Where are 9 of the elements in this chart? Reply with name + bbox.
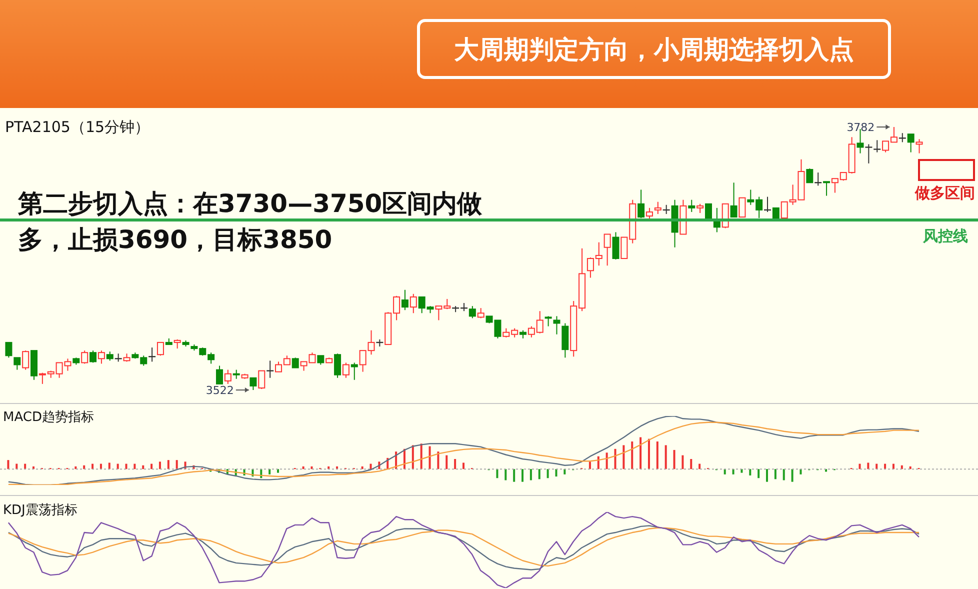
annotation: 做多区间 (915, 184, 975, 203)
chart-title: KDJ震荡指标 (3, 502, 78, 519)
annotation: 3522 (206, 384, 234, 397)
ref-line-label: 风控线 (922, 227, 968, 246)
annotation: 第二步切入点：在3730—3750区间内做多，止损3690，目标3850 (18, 188, 484, 256)
chart-title: 大周期判定方向，小周期选择切入点 (417, 19, 891, 79)
chart-title: MACD趋势指标 (3, 409, 94, 426)
chart-subtitle: PTA2105（15分钟） (5, 118, 150, 137)
annotation: 3782 (846, 121, 875, 134)
